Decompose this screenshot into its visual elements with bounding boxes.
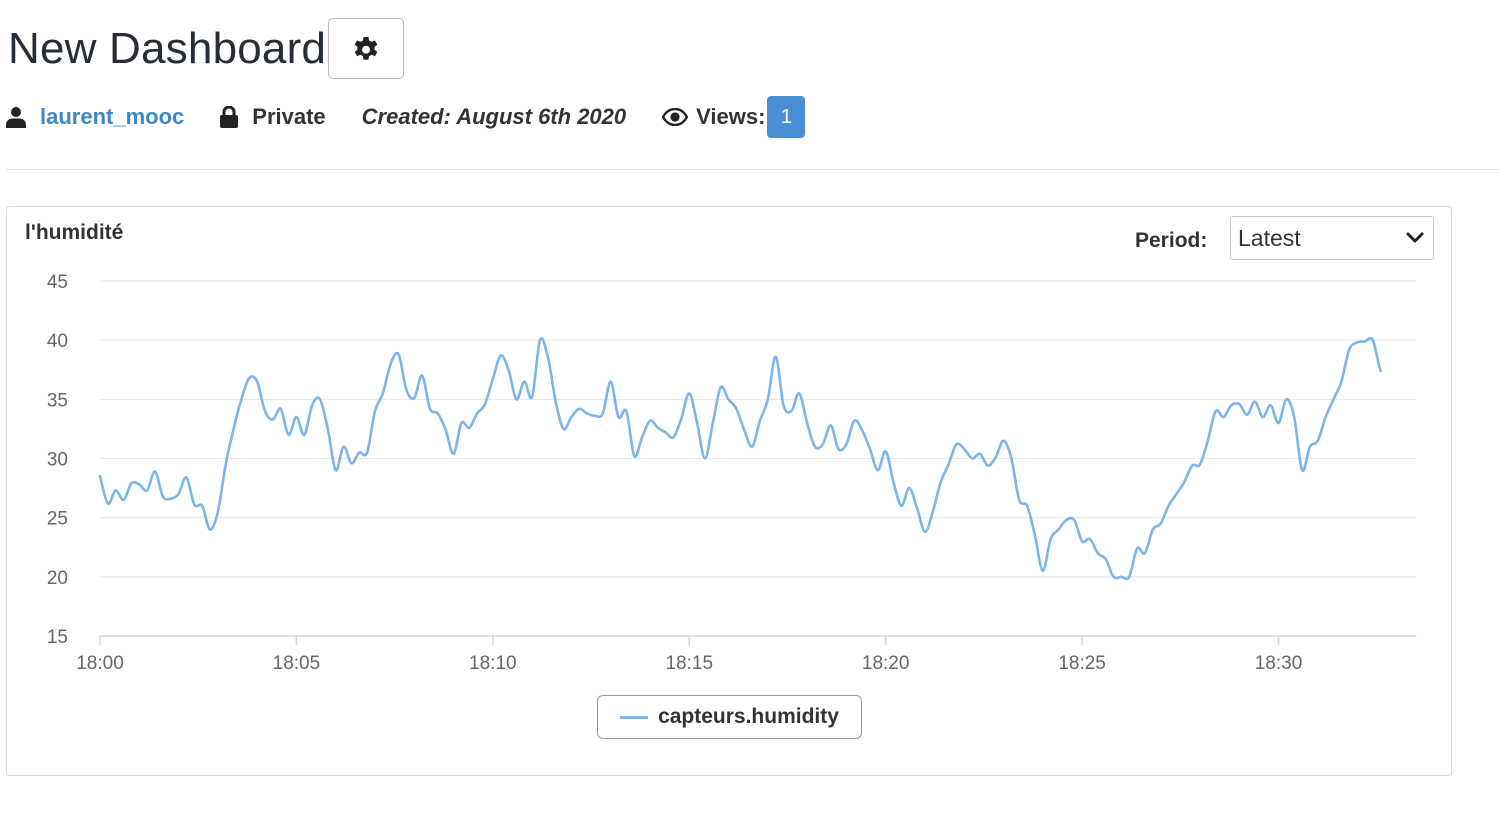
period-select[interactable]: Latest bbox=[1230, 216, 1434, 260]
legend-swatch bbox=[620, 715, 649, 719]
y-tick-label: 25 bbox=[47, 509, 68, 530]
views-label: Views: bbox=[696, 104, 766, 129]
legend-label: capteurs.humidity bbox=[658, 705, 839, 728]
header-divider bbox=[6, 169, 1500, 170]
x-tick-label: 18:00 bbox=[76, 653, 124, 674]
page-title: New Dashboard bbox=[8, 23, 327, 73]
widget-title: l'humidité bbox=[25, 221, 124, 244]
chevron-down-icon bbox=[1406, 232, 1424, 243]
series-line-humidity bbox=[98, 336, 1382, 581]
x-tick-label: 18:25 bbox=[1058, 653, 1106, 674]
x-tick-label: 18:10 bbox=[469, 653, 517, 674]
owner: laurent_mooc bbox=[6, 104, 184, 130]
gear-icon bbox=[354, 36, 378, 60]
eye-icon bbox=[662, 108, 689, 126]
visibility-label: Private bbox=[252, 104, 326, 129]
user-icon bbox=[6, 107, 26, 128]
x-tick-label: 18:15 bbox=[665, 653, 713, 674]
title-row: New Dashboard bbox=[8, 18, 405, 79]
y-tick-label: 40 bbox=[47, 331, 68, 352]
created-date: Created: August 6th 2020 bbox=[361, 104, 627, 129]
x-tick-label: 18:20 bbox=[862, 653, 910, 674]
views-count-badge: 1 bbox=[767, 96, 806, 138]
chart-legend-item[interactable]: capteurs.humidity bbox=[597, 695, 862, 739]
y-tick-label: 30 bbox=[47, 450, 68, 471]
x-tick-label: 18:05 bbox=[273, 653, 321, 674]
visibility: Private bbox=[220, 104, 326, 130]
settings-button[interactable] bbox=[328, 18, 405, 79]
views: Views: 1 bbox=[662, 96, 806, 138]
period-select-value: Latest bbox=[1238, 224, 1301, 251]
humidity-chart: 45 40 35 30 25 20 15 18:00 18:05 18:10 18:15 18:20 1… bbox=[47, 272, 1416, 674]
y-tick-label: 20 bbox=[47, 568, 68, 589]
y-tick-label: 35 bbox=[47, 390, 68, 411]
y-tick-label: 15 bbox=[47, 627, 68, 648]
chart-widget: 45 40 35 30 25 20 15 18:00 18:05 18:10 18:15 18:20 1… bbox=[6, 206, 1452, 776]
lock-icon bbox=[220, 106, 239, 128]
dashboard-meta: laurent_mooc Private Created: August 6th… bbox=[6, 96, 806, 138]
owner-link[interactable]: laurent_mooc bbox=[40, 104, 185, 129]
y-tick-label: 45 bbox=[47, 272, 68, 293]
period-label: Period: bbox=[1135, 229, 1208, 252]
x-tick-label: 18:30 bbox=[1255, 653, 1303, 674]
